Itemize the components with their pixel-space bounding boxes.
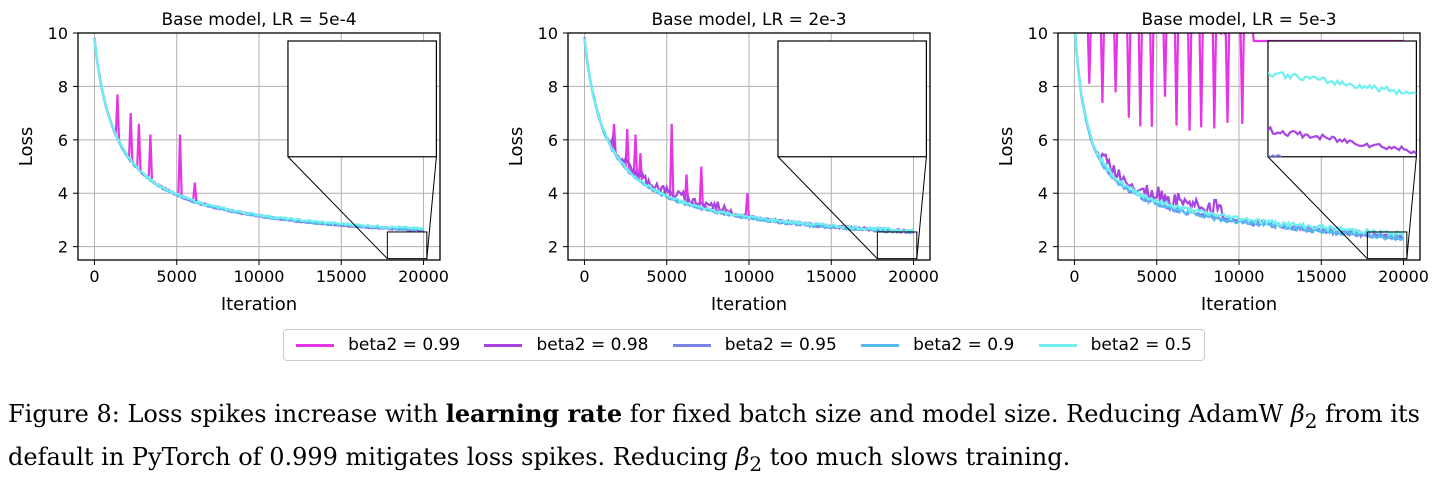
chart-panel: Base model, LR = 5e-4 0 5000 10000 15000 2000… — [16, 10, 449, 315]
legend: beta2 = 0.99 beta2 = 0.98 beta2 = 0.95 beta… — [283, 329, 1205, 361]
y-tick-label: 6 — [1038, 131, 1048, 150]
caption-text-2: for fixed batch size and model size. Red… — [622, 400, 1291, 428]
x-tick-label: 5000 — [646, 267, 687, 286]
caption-text-3: from its default in PyTorch of 0.999 mit… — [8, 400, 1420, 471]
y-tick-label: 10 — [48, 24, 68, 43]
legend-swatch — [672, 343, 711, 347]
legend-label: beta2 = 0.99 — [348, 335, 461, 355]
zoom-connector — [287, 156, 388, 260]
legend-label: beta2 = 0.9 — [913, 335, 1015, 355]
legend-swatch — [484, 343, 523, 347]
x-tick-label: 20000 — [1378, 267, 1429, 286]
figure-canvas: Base model, LR = 5e-4 0 5000 10000 15000 2000… — [16, 10, 1429, 315]
y-tick-label: 4 — [58, 184, 68, 203]
legend-label: beta2 = 0.95 — [724, 335, 837, 355]
legend-item: beta2 = 0.95 — [672, 335, 837, 355]
legend-swatch — [861, 343, 900, 347]
legend-item: beta2 = 0.98 — [484, 335, 649, 355]
inset-series-line — [288, 247, 436, 253]
y-tick-label: 2 — [548, 238, 558, 257]
y-tick-label: 4 — [1038, 184, 1048, 203]
series-group — [583, 37, 915, 235]
legend-label: beta2 = 0.5 — [1090, 335, 1192, 355]
zoom-region — [876, 231, 918, 260]
series-group — [93, 37, 424, 233]
inset-series-line — [1267, 71, 1417, 97]
legend-item: beta2 = 0.99 — [296, 335, 460, 355]
caption-beta-2: β — [735, 442, 750, 471]
x-tick-label: 10000 — [724, 267, 775, 286]
inset-series-line — [778, 289, 926, 295]
series-line — [583, 37, 915, 233]
y-tick-label: 10 — [538, 24, 558, 43]
zoom-connector — [1267, 156, 1368, 260]
y-tick-label: 2 — [58, 238, 68, 257]
legend-swatch — [1038, 343, 1077, 347]
x-tick-label: 0 — [579, 267, 589, 286]
inset-series-line — [1267, 153, 1283, 157]
zoom-region — [1366, 231, 1408, 260]
chart-panel: Base model, LR = 5e-3 0 5000 10000 15000 2000… — [996, 10, 1429, 315]
figure-caption: Figure 8: Loss spikes increase with lear… — [8, 396, 1452, 482]
y-tick-label: 10 — [1028, 24, 1048, 43]
y-tick-label: 6 — [58, 131, 68, 150]
x-tick-label: 20000 — [888, 267, 939, 286]
zoom-connector — [777, 156, 878, 260]
inset-series-group — [1267, 71, 1417, 190]
legend-swatch — [296, 343, 335, 347]
x-tick-label: 15000 — [806, 267, 857, 286]
inset-series-line — [288, 237, 436, 243]
y-axis-label: Loss — [996, 127, 1017, 166]
series-line — [93, 38, 424, 231]
y-tick-label: 8 — [58, 77, 68, 96]
y-tick-label: 8 — [548, 77, 558, 96]
zoom-region — [386, 231, 428, 260]
y-tick-label: 6 — [548, 131, 558, 150]
inset-series-line — [1268, 164, 1416, 190]
caption-beta-sub-2: 2 — [749, 451, 763, 476]
inset-series-line — [288, 237, 436, 243]
x-tick-label: 15000 — [316, 267, 367, 286]
y-tick-label: 8 — [1038, 77, 1048, 96]
chart-panel: Base model, LR = 2e-3 0 5000 10000 15000 2000… — [506, 10, 939, 315]
chart-title: Base model, LR = 2e-3 — [651, 10, 846, 30]
caption-bold: learning rate — [445, 399, 623, 428]
caption-text-4: too much slows training. — [762, 442, 1071, 471]
x-tick-label: 15000 — [1296, 267, 1347, 286]
legend-label: beta2 = 0.98 — [536, 335, 649, 355]
x-tick-label: 0 — [1069, 267, 1079, 286]
caption-beta-1: β — [1290, 400, 1305, 428]
zoom-connector — [1406, 156, 1417, 259]
x-tick-label: 10000 — [1214, 267, 1265, 286]
x-tick-label: 10000 — [234, 267, 285, 286]
zoom-connector — [916, 156, 927, 259]
chart-title: Base model, LR = 5e-4 — [161, 10, 356, 30]
caption-beta-sub-1: 2 — [1304, 408, 1318, 433]
series-line — [1074, 33, 1405, 238]
inset-series-line — [778, 299, 926, 305]
y-axis-label: Loss — [16, 127, 37, 166]
x-tick-label: 0 — [89, 267, 99, 286]
inset-box — [777, 40, 927, 158]
x-axis-label: Iteration — [221, 294, 297, 315]
inset-box — [1267, 40, 1417, 158]
legend-item: beta2 = 0.5 — [1038, 335, 1192, 355]
x-tick-label: 5000 — [156, 267, 197, 286]
inset-series-line — [778, 252, 926, 258]
chart-title: Base model, LR = 5e-3 — [1141, 10, 1336, 30]
caption-text-1: Figure 8: Loss spikes increase with — [8, 400, 446, 428]
x-axis-label: Iteration — [1201, 294, 1277, 315]
inset-box — [287, 40, 437, 158]
inset-series-line — [1267, 125, 1417, 155]
x-axis-label: Iteration — [711, 294, 787, 315]
zoom-connector — [426, 156, 437, 259]
inset-series-line — [288, 252, 436, 258]
x-tick-label: 20000 — [398, 267, 449, 286]
legend-item: beta2 = 0.9 — [861, 335, 1014, 355]
y-tick-label: 2 — [1038, 238, 1048, 257]
x-tick-label: 5000 — [1136, 267, 1177, 286]
y-axis-label: Loss — [506, 127, 527, 166]
y-tick-label: 4 — [548, 184, 558, 203]
